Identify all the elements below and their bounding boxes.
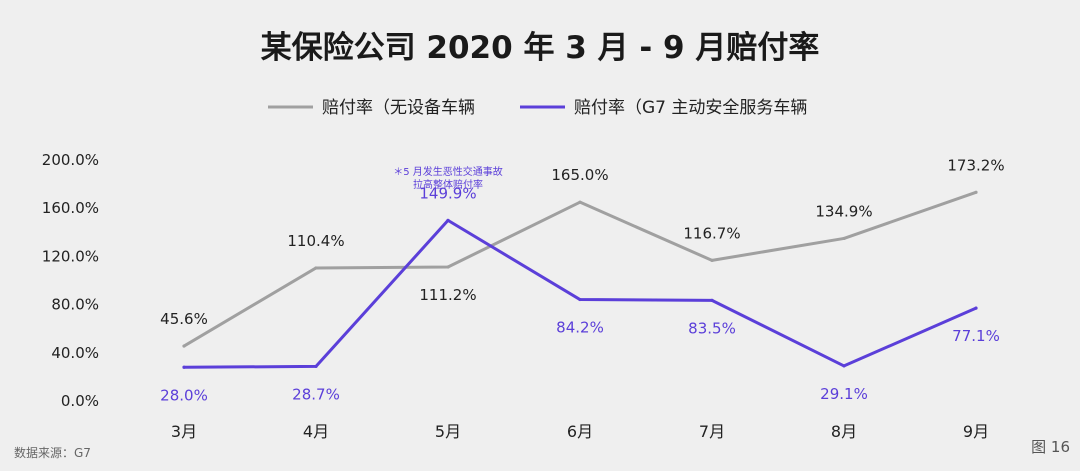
x-tick-label: 3月 [171, 422, 197, 441]
data-point [578, 297, 582, 302]
data-label: 77.1% [952, 327, 1000, 345]
data-label: 134.9% [815, 202, 872, 220]
data-point [446, 265, 450, 269]
data-point [974, 190, 978, 194]
data-point [314, 266, 318, 270]
data-label: 84.2% [556, 319, 604, 337]
x-tick-label: 5月 [435, 422, 461, 441]
data-point [842, 236, 846, 241]
y-tick-label: 120.0% [42, 247, 99, 265]
legend: 赔付率（无设备车辆 赔付率（G7 主动安全服务车辆 [268, 98, 807, 118]
data-label: 165.0% [551, 166, 608, 184]
data-point [182, 365, 186, 369]
data-label: 149.9% [419, 184, 476, 202]
x-tick-label: 7月 [699, 422, 725, 441]
data-label: 173.2% [947, 156, 1004, 174]
legend-label-purple: 赔付率（G7 主动安全服务车辆 [574, 98, 807, 118]
x-tick-label: 4月 [303, 422, 329, 441]
annotation: ＊5 月发生恶性交通事故 拉高整体赔付率 [393, 165, 503, 191]
data-label: 110.4% [287, 232, 344, 250]
y-tick-label: 0.0% [61, 392, 99, 410]
data-label: 83.5% [688, 319, 736, 337]
y-tick-label: 200.0% [42, 151, 99, 169]
data-point [710, 298, 714, 302]
data-point [578, 200, 582, 204]
y-axis: 0.0% 40.0% 80.0% 120.0% 160.0% 200.0% [42, 151, 99, 410]
figure-label: 图 16 [1031, 438, 1070, 456]
chart-title: 某保险公司 2020 年 3 月 - 9 月赔付率 [261, 30, 820, 66]
x-axis: 3月 4月 5月 6月 7月 8月 9月 [171, 422, 989, 441]
x-tick-label: 9月 [963, 422, 989, 441]
series-layer [182, 190, 978, 369]
data-point [446, 218, 450, 222]
data-point [842, 364, 846, 368]
legend-label-gray: 赔付率（无设备车辆 [322, 98, 475, 118]
data-label: 28.7% [292, 385, 340, 403]
y-tick-label: 80.0% [51, 296, 99, 314]
data-point [314, 364, 318, 369]
data-label: 29.1% [820, 385, 868, 403]
annotation-line-1: ＊5 月发生恶性交通事故 [393, 165, 503, 178]
data-label: 45.6% [160, 310, 208, 328]
y-tick-label: 160.0% [42, 199, 99, 217]
data-point [182, 344, 186, 348]
data-labels: 45.6% 110.4% 111.2% 165.0% 116.7% 134.9% 173.2… [160, 156, 1004, 404]
annotation-line-2: 拉高整体赔付率 [413, 178, 483, 191]
y-tick-label: 40.0% [51, 344, 99, 362]
x-tick-label: 8月 [831, 422, 857, 441]
data-label: 28.0% [160, 386, 208, 404]
data-source: 数据来源：G7 [14, 445, 91, 460]
x-tick-label: 6月 [567, 422, 593, 441]
data-label: 116.7% [683, 224, 740, 242]
data-label: 111.2% [419, 286, 476, 304]
data-point [710, 258, 714, 262]
data-point [974, 306, 978, 310]
